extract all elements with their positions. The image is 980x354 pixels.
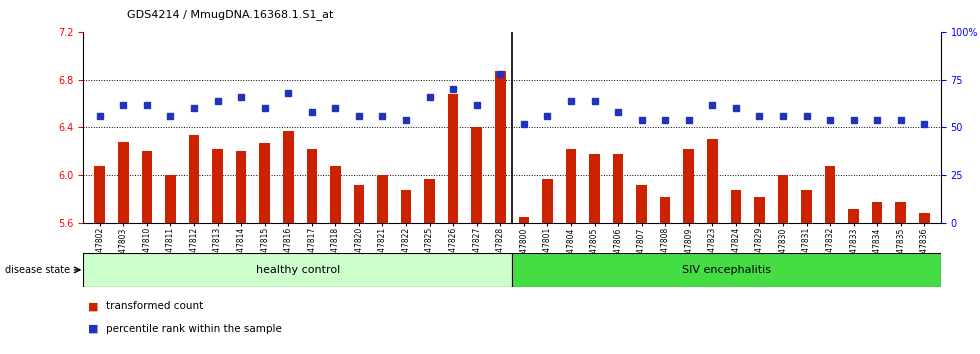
Bar: [283, 131, 294, 223]
Bar: [825, 166, 835, 223]
Text: transformed count: transformed count: [106, 301, 203, 311]
Bar: [448, 94, 459, 223]
Bar: [94, 166, 105, 223]
Bar: [377, 175, 388, 223]
Bar: [754, 197, 764, 223]
Bar: [354, 185, 365, 223]
Bar: [636, 185, 647, 223]
Bar: [518, 217, 529, 223]
Bar: [589, 154, 600, 223]
Bar: [213, 149, 222, 223]
Bar: [424, 179, 435, 223]
Bar: [660, 197, 670, 223]
Bar: [919, 213, 930, 223]
Bar: [141, 151, 152, 223]
Bar: [495, 71, 506, 223]
Bar: [307, 149, 318, 223]
Bar: [330, 166, 341, 223]
Bar: [683, 149, 694, 223]
Text: healthy control: healthy control: [256, 265, 340, 275]
Bar: [236, 151, 246, 223]
Text: ■: ■: [88, 301, 99, 311]
Bar: [542, 179, 553, 223]
Bar: [83, 253, 512, 287]
Bar: [118, 142, 128, 223]
Bar: [612, 154, 623, 223]
Text: disease state: disease state: [5, 265, 70, 275]
Bar: [896, 201, 906, 223]
Bar: [802, 189, 811, 223]
Text: percentile rank within the sample: percentile rank within the sample: [106, 324, 281, 333]
Bar: [778, 175, 788, 223]
Bar: [401, 189, 412, 223]
Bar: [166, 175, 175, 223]
Bar: [512, 253, 941, 287]
Text: ■: ■: [88, 324, 99, 333]
Bar: [707, 139, 717, 223]
Bar: [730, 189, 741, 223]
Bar: [189, 135, 199, 223]
Bar: [872, 201, 883, 223]
Bar: [260, 143, 270, 223]
Bar: [565, 149, 576, 223]
Bar: [849, 209, 858, 223]
Text: GDS4214 / MmugDNA.16368.1.S1_at: GDS4214 / MmugDNA.16368.1.S1_at: [127, 9, 334, 20]
Text: SIV encephalitis: SIV encephalitis: [682, 265, 771, 275]
Bar: [471, 127, 482, 223]
